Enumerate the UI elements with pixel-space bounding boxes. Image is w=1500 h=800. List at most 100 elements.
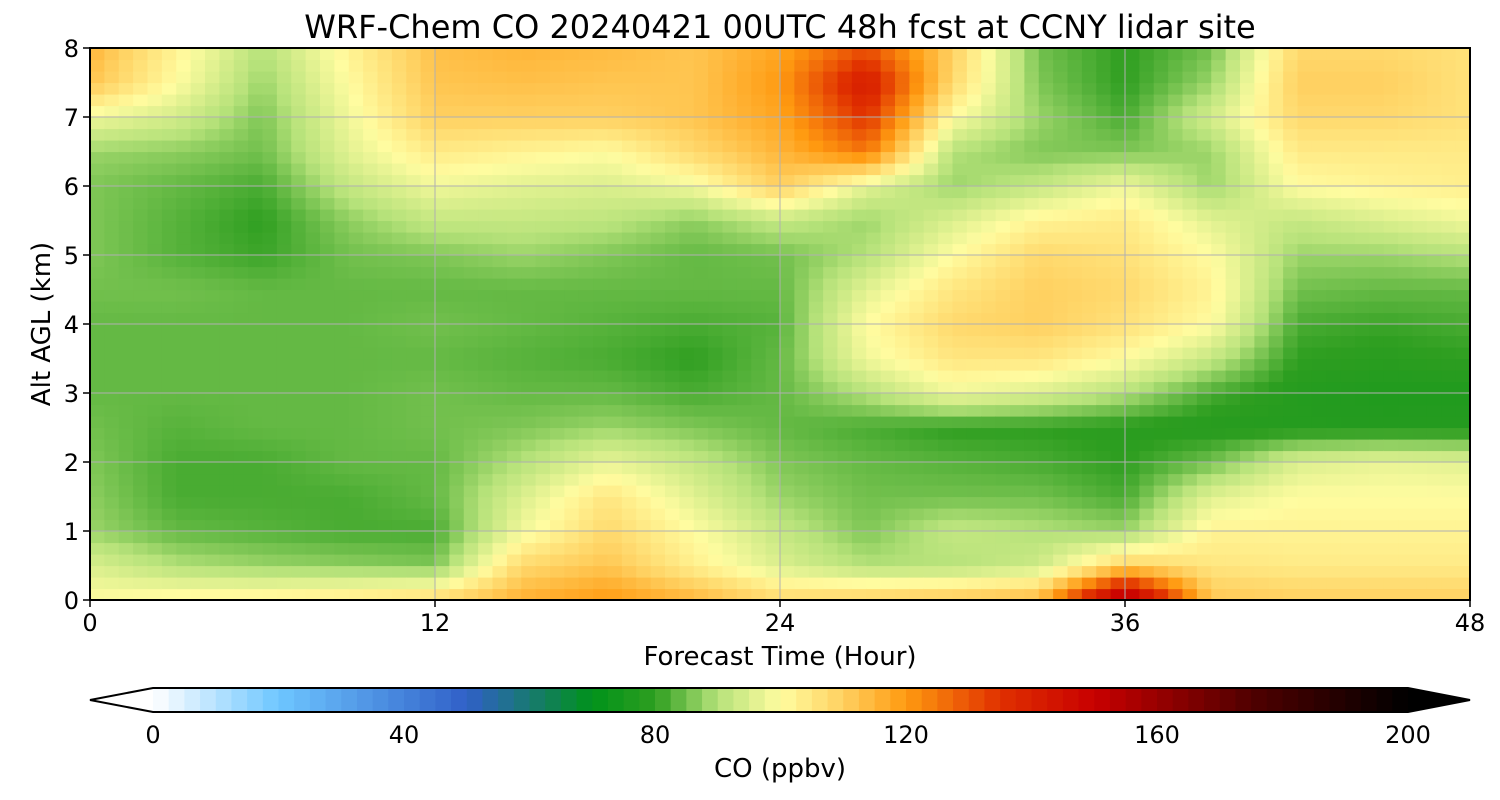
heatmap-cell (780, 174, 795, 187)
heatmap-cell (334, 174, 350, 187)
heatmap-cell (650, 588, 666, 601)
heatmap-cell (1412, 370, 1428, 383)
heatmap-cell (1240, 151, 1255, 164)
heatmap-cell (765, 439, 781, 452)
heatmap-cell (1125, 335, 1140, 348)
heatmap-cell (1168, 71, 1184, 84)
heatmap-cell (923, 105, 939, 118)
heatmap-cell (1168, 128, 1184, 141)
heatmap-cell (593, 496, 609, 509)
heatmap-cell (995, 301, 1011, 314)
heatmap-cell (1053, 82, 1069, 95)
heatmap-cell (147, 220, 163, 233)
heatmap-cell (1225, 370, 1241, 383)
heatmap-cell (190, 220, 206, 233)
heatmap-cell (1125, 105, 1140, 118)
heatmap-cell (909, 508, 925, 521)
heatmap-cell (1211, 163, 1227, 176)
heatmap-cell (1398, 209, 1414, 222)
heatmap-cell (780, 347, 795, 360)
heatmap-cell (1211, 174, 1227, 187)
heatmap-cell (923, 324, 939, 337)
heatmap-cell (449, 255, 465, 268)
heatmap-cell (348, 163, 364, 176)
heatmap-cell (1441, 255, 1457, 268)
heatmap-cell (636, 117, 652, 130)
heatmap-cell (305, 232, 321, 245)
heatmap-cell (377, 519, 393, 532)
heatmap-cell (190, 94, 206, 107)
colorbar-segment (717, 688, 735, 712)
heatmap-cell (1168, 301, 1184, 314)
heatmap-cell (1010, 197, 1025, 210)
heatmap-cell (1211, 59, 1227, 72)
heatmap-cell (406, 347, 422, 360)
heatmap-cell (1283, 174, 1299, 187)
heatmap-cell (693, 151, 709, 164)
heatmap-cell (722, 266, 738, 279)
heatmap-cell (262, 335, 278, 348)
colorbar-segment (560, 688, 578, 712)
heatmap-cell (895, 508, 910, 521)
heatmap-cell (1455, 59, 1471, 72)
heatmap-cell (966, 220, 982, 233)
heatmap-cell (621, 485, 637, 498)
heatmap-cell (190, 577, 206, 590)
heatmap-cell (276, 209, 292, 222)
heatmap-cell (1297, 82, 1313, 95)
heatmap-cell (435, 496, 450, 509)
heatmap-cell (1053, 94, 1069, 107)
heatmap-cell (248, 278, 264, 291)
heatmap-cell (1010, 59, 1025, 72)
heatmap-cell (262, 105, 278, 118)
heatmap-cell (794, 82, 810, 95)
heatmap-cell (1455, 140, 1471, 153)
heatmap-cell (377, 381, 393, 394)
heatmap-cell (1053, 197, 1069, 210)
heatmap-cell (1412, 473, 1428, 486)
heatmap-cell (90, 508, 105, 521)
colorbar-segment (1188, 688, 1205, 712)
heatmap-cell (190, 508, 206, 521)
heatmap-cell (736, 335, 752, 348)
heatmap-cell (535, 324, 551, 337)
heatmap-cell (161, 220, 177, 233)
heatmap-cell (219, 59, 235, 72)
heatmap-cell (535, 255, 551, 268)
heatmap-cell (1268, 335, 1284, 348)
heatmap-cell (233, 554, 249, 567)
heatmap-cell (104, 232, 120, 245)
heatmap-cell (1096, 508, 1112, 521)
heatmap-cell (1283, 140, 1299, 153)
heatmap-cell (923, 140, 939, 153)
heatmap-cell (708, 335, 724, 348)
heatmap-cell (1139, 381, 1155, 394)
heatmap-cell (320, 82, 335, 95)
heatmap-cell (1010, 519, 1025, 532)
heatmap-cell (1196, 416, 1212, 429)
heatmap-cell (305, 427, 321, 440)
heatmap-cell (219, 450, 235, 463)
heatmap-cell (981, 243, 997, 256)
heatmap-cell (1240, 370, 1255, 383)
heatmap-cell (262, 508, 278, 521)
heatmap-cell (1168, 82, 1184, 95)
heatmap-cell (449, 496, 465, 509)
heatmap-cell (147, 94, 163, 107)
heatmap-cell (506, 220, 522, 233)
heatmap-cell (1326, 439, 1342, 452)
heatmap-cell (420, 255, 436, 268)
heatmap-cell (176, 554, 192, 567)
heatmap-cell (1240, 209, 1255, 222)
heatmap-cell (1412, 209, 1428, 222)
heatmap-cell (650, 370, 666, 383)
heatmap-cell (449, 151, 465, 164)
heatmap-cell (981, 301, 997, 314)
heatmap-cell (1168, 588, 1184, 601)
heatmap-cell (995, 427, 1011, 440)
heatmap-cell (420, 324, 436, 337)
heatmap-cell (1139, 577, 1155, 590)
heatmap-cell (262, 278, 278, 291)
heatmap-cell (665, 243, 680, 256)
